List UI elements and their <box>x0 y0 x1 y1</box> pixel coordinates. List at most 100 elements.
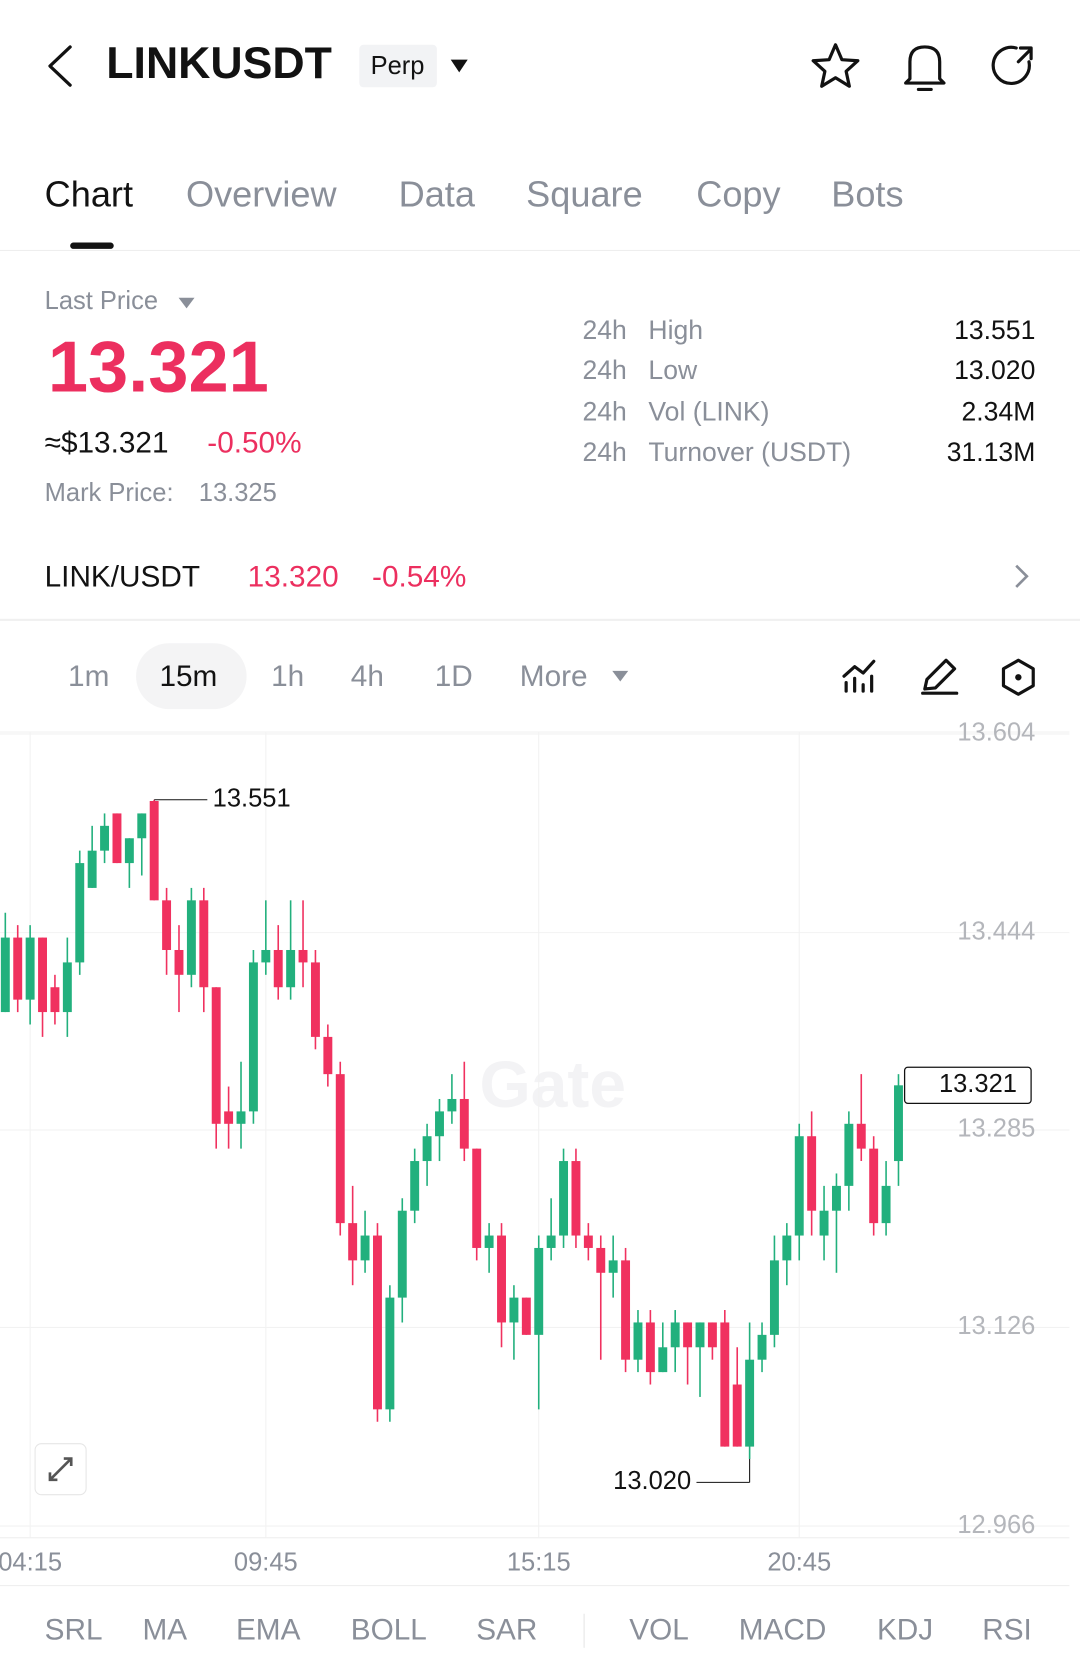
tab[interactable]: Chart <box>45 173 133 214</box>
interval[interactable]: 1D <box>435 660 473 693</box>
candle-body <box>794 1136 804 1236</box>
indicator-icon[interactable] <box>842 659 876 693</box>
tab[interactable]: Bots <box>831 173 903 214</box>
mark-price: 13.325 <box>199 479 277 507</box>
x-tick-label: 04:15 <box>0 1549 62 1577</box>
candle-body <box>819 1210 829 1236</box>
indicator[interactable]: BOLL <box>351 1614 427 1647</box>
stat-value: 2.34M <box>962 397 1036 427</box>
spot-price: 13.320 <box>248 560 339 593</box>
candle-body <box>273 949 283 988</box>
candle-body <box>50 987 60 1013</box>
indicator[interactable]: VOL <box>629 1614 689 1647</box>
spot-chevron[interactable] <box>1015 564 1029 588</box>
candle-body <box>236 1111 246 1124</box>
high-label: 13.551 <box>213 785 291 813</box>
candle-body <box>25 937 35 1000</box>
candle-body <box>112 813 122 864</box>
interval[interactable]: 1h <box>271 660 304 693</box>
settings-icon[interactable] <box>1001 658 1035 696</box>
stat-label: Low <box>648 355 698 385</box>
badge[interactable]: Perp <box>371 52 425 80</box>
price-dropdown[interactable] <box>178 297 195 309</box>
y-tick-label: 13.285 <box>957 1115 1035 1143</box>
separator <box>583 1613 585 1648</box>
indicator[interactable]: MA <box>142 1614 187 1647</box>
candle-body <box>732 1384 742 1447</box>
candle-body <box>348 1223 358 1261</box>
x-tick-label: 09:45 <box>234 1549 298 1577</box>
candle-body <box>186 900 196 975</box>
indicator[interactable]: MACD <box>739 1614 827 1647</box>
spot-pair[interactable]: LINK/USDT <box>45 560 200 593</box>
draw-icon[interactable] <box>921 658 959 695</box>
y-tick-label: 12.966 <box>957 1511 1035 1539</box>
candle-body <box>87 850 97 888</box>
interval[interactable]: More <box>520 660 588 693</box>
candle-body <box>410 1161 420 1211</box>
stat-value: 13.551 <box>954 315 1035 345</box>
candle-body <box>658 1347 668 1373</box>
back-button[interactable] <box>48 45 72 87</box>
candle-body <box>124 838 134 864</box>
candle-body <box>435 1111 444 1137</box>
divider <box>0 618 1080 621</box>
candle-body <box>162 900 172 950</box>
candle-body <box>534 1247 544 1335</box>
stat-period: 24h <box>583 437 627 467</box>
indicator[interactable]: SRL <box>45 1614 103 1647</box>
candle-body <box>472 1148 482 1248</box>
candle-body <box>286 949 296 988</box>
candle-body <box>224 1111 234 1124</box>
tab[interactable]: Data <box>399 173 476 214</box>
symbol-dropdown[interactable] <box>450 59 468 73</box>
candle-body <box>633 1322 643 1360</box>
interval[interactable]: 1m <box>68 660 109 693</box>
candle-body <box>683 1322 693 1348</box>
candle-body <box>856 1123 866 1149</box>
candle-body <box>62 962 72 1013</box>
candle-body <box>745 1359 755 1447</box>
last-price-label: 13.321 <box>939 1070 1017 1098</box>
candle-body <box>831 1185 841 1211</box>
candle-body <box>844 1123 854 1186</box>
interval[interactable]: 4h <box>351 660 384 693</box>
stats: 24h High 13.551 24h Low 13.020 24h Vol (… <box>583 315 1036 467</box>
chart-top <box>0 731 1070 733</box>
candle-body <box>100 825 110 851</box>
interval[interactable]: 15m <box>159 660 217 693</box>
candle-body <box>174 949 184 975</box>
more-dropdown[interactable] <box>612 670 629 682</box>
indicator[interactable]: KDJ <box>877 1614 933 1647</box>
y-tick-label: 13.444 <box>957 917 1035 945</box>
candle-body <box>497 1235 506 1323</box>
interval-active-bg <box>136 643 247 710</box>
candle-body <box>335 1074 345 1224</box>
candle-body <box>211 987 221 1124</box>
candle-body <box>397 1210 407 1298</box>
candle-body <box>707 1322 717 1348</box>
candle-body <box>199 900 209 988</box>
tab[interactable]: Overview <box>186 173 337 214</box>
indicator[interactable]: RSI <box>982 1614 1032 1647</box>
candle-body <box>310 962 320 1037</box>
tab[interactable]: Copy <box>696 173 780 214</box>
indicator[interactable]: SAR <box>476 1614 537 1647</box>
stat-label: High <box>648 315 703 345</box>
candle-body <box>75 863 85 963</box>
candle-body <box>323 1036 333 1075</box>
favorite-icon[interactable] <box>811 43 860 88</box>
candle-body <box>459 1098 469 1149</box>
indicator-bar: SRL MA EMA BOLL SAR VOL MACD KDJ RSI <box>45 1614 1032 1648</box>
indicator[interactable]: EMA <box>236 1614 301 1647</box>
stat-label: Turnover (USDT) <box>648 437 851 467</box>
alert-icon[interactable] <box>904 45 946 92</box>
candle-body <box>645 1322 655 1373</box>
tab[interactable]: Square <box>526 173 643 214</box>
candle-body <box>583 1235 593 1248</box>
price-label[interactable]: Last Price <box>45 287 158 315</box>
candlestick-chart: 13.604 13.444 13.285 13.126 12.966 04:15 09:45… <box>0 719 1070 1577</box>
stat-period: 24h <box>583 397 627 427</box>
candle-body <box>261 949 271 963</box>
share-icon[interactable] <box>991 45 1033 86</box>
